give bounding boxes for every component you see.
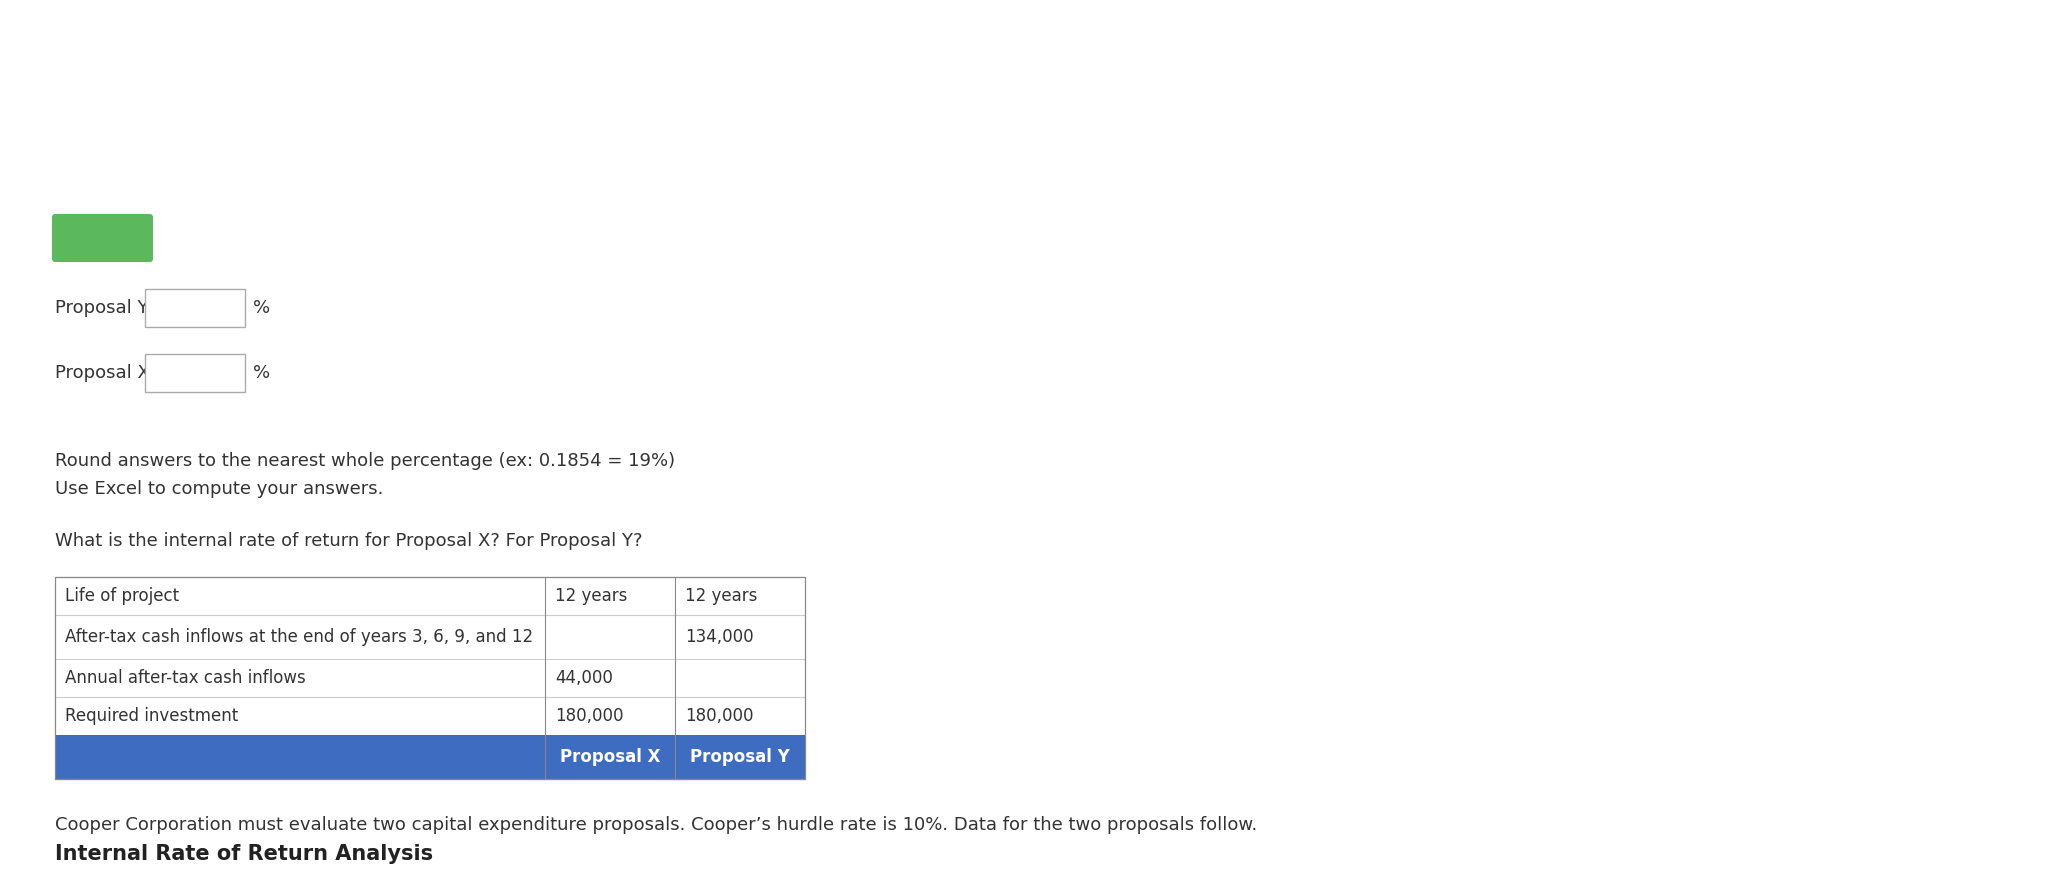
Text: Required investment: Required investment [66, 707, 238, 725]
Text: After-tax cash inflows at the end of years 3, 6, 9, and 12: After-tax cash inflows at the end of yea… [66, 628, 534, 646]
Text: Annual after-tax cash inflows: Annual after-tax cash inflows [66, 669, 306, 687]
Bar [55, 577, 804, 615]
FancyBboxPatch shape [51, 214, 154, 262]
Text: Cooper Corporation must evaluate two capital expenditure proposals. Cooper’s hur: Cooper Corporation must evaluate two cap… [55, 816, 1258, 834]
Text: 12 years: 12 years [685, 587, 757, 605]
Text: Proposal Y: Proposal Y [55, 299, 148, 317]
Text: %: % [252, 364, 271, 382]
Text: 180,000: 180,000 [554, 707, 624, 725]
Bar [55, 615, 804, 659]
Text: Round answers to the nearest whole percentage (ex: 0.1854 = 19%): Round answers to the nearest whole perce… [55, 452, 675, 470]
Text: 12 years: 12 years [554, 587, 628, 605]
Text: Internal Rate of Return Analysis: Internal Rate of Return Analysis [55, 844, 433, 864]
Bar [55, 577, 804, 779]
Text: Proposal X: Proposal X [55, 364, 150, 382]
Bar [55, 697, 804, 735]
Bar [146, 354, 244, 392]
Bar [55, 735, 804, 779]
Text: 44,000: 44,000 [554, 669, 614, 687]
Bar [55, 659, 804, 697]
Text: Life of project: Life of project [66, 587, 179, 605]
Text: Check: Check [72, 229, 133, 247]
Text: What is the internal rate of return for Proposal X? For Proposal Y?: What is the internal rate of return for … [55, 532, 642, 550]
Text: Proposal Y: Proposal Y [689, 748, 790, 766]
Text: %: % [252, 299, 271, 317]
Text: Proposal X: Proposal X [560, 748, 661, 766]
Text: 180,000: 180,000 [685, 707, 753, 725]
Text: 134,000: 134,000 [685, 628, 753, 646]
Bar [146, 289, 244, 327]
Text: Use Excel to compute your answers.: Use Excel to compute your answers. [55, 480, 384, 498]
